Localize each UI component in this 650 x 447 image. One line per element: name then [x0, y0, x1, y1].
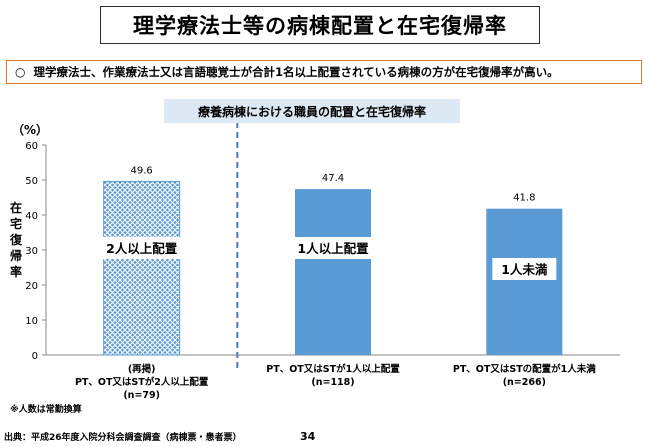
y-tick-label: 0: [32, 351, 38, 362]
y-tick-label: 30: [25, 246, 38, 257]
x-category-label: PT、OT又はSTの配置が1人未満: [453, 363, 596, 375]
y-tick-label: 20: [25, 281, 38, 292]
chart-title: 療養病棟における職員の配置と在宅復帰率: [164, 99, 460, 123]
footnote: ※人数は常勤換算: [10, 405, 82, 415]
source-citation: 出典：平成26年度入院分科会調査調査（病棟票・患者票）: [4, 433, 242, 443]
data-label: 41.8: [513, 193, 535, 204]
x-category-label: (n=266): [503, 377, 546, 388]
bar-label: 2人以上配置: [106, 241, 178, 256]
data-label: 47.4: [322, 173, 344, 184]
x-category-label: (n=118): [311, 377, 354, 388]
bar: [486, 208, 563, 355]
summary-text: 理学療法士、作業療法士又は言語聴覚士が合計1名以上配置されている病棟の方が在宅復…: [33, 65, 559, 79]
bar-label-box: [288, 237, 378, 259]
x-category-label: PT、OT又はSTが2人以上配置: [75, 376, 209, 388]
y-tick-label: 50: [25, 176, 38, 187]
bar-label: 1人以上配置: [297, 241, 369, 256]
bar-label-box: [492, 258, 557, 280]
bar: [295, 189, 371, 355]
bar-label-box: [96, 237, 187, 259]
x-category-label: (再掲): [128, 363, 156, 375]
page-number: 34: [300, 430, 316, 443]
summary-box: ○ 理学療法士、作業療法士又は言語聴覚士が合計1名以上配置されている病棟の方が在…: [6, 60, 642, 84]
y-tick-label: 10: [25, 316, 38, 327]
y-axis-label: 在宅復帰率: [9, 201, 22, 279]
data-label: 49.6: [131, 165, 153, 176]
bar: [103, 180, 181, 356]
x-category-label: (n=79): [123, 390, 160, 401]
bar-label: 1人未満: [501, 262, 548, 277]
page-title: 理学療法士等の病棟配置と在宅復帰率: [100, 6, 540, 44]
y-tick-label: 60: [25, 141, 38, 152]
circle-bullet-icon: ○: [15, 65, 26, 79]
y-tick-label: 40: [25, 211, 38, 222]
x-category-label: PT、OT又はSTが1人以上配置: [266, 363, 400, 375]
y-axis-unit: （%）: [12, 123, 49, 137]
